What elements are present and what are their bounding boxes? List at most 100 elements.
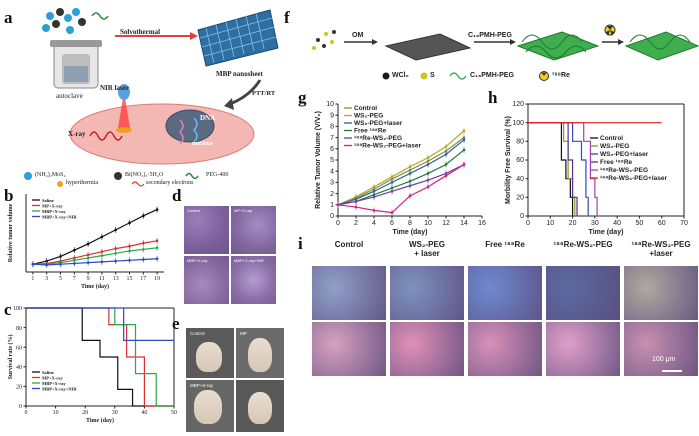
legend-re188: ¹⁸⁸Re xyxy=(552,72,570,79)
micrograph-d-2-label: MP+X-ray xyxy=(234,208,252,213)
micrograph-d-4-label: MBP+X-ray+NIR xyxy=(234,258,264,263)
photo-e-1 xyxy=(186,328,234,378)
photo-e-3-label: MBP+X-ray xyxy=(190,383,214,388)
b-data-point xyxy=(128,221,131,225)
g-x-tick-label: 14 xyxy=(460,220,468,227)
b-data-point xyxy=(155,246,159,250)
b-series-line-1 xyxy=(32,240,158,265)
panel-e-mouse-photos: Control MP MBP+X-ray xyxy=(186,328,284,432)
g-data-point xyxy=(426,159,430,163)
b-x-tick-label: 9 xyxy=(87,276,90,282)
panel-d-micrographs: Control MP+X-ray MBP+X-ray MBP+X-ray+NIR xyxy=(184,206,276,304)
h-x-tick-label: 10 xyxy=(546,220,554,227)
h-y-axis-label: Morbility Free Survival (%) xyxy=(505,116,512,204)
legend-precursor-2: Bi(NO₃)₃·5H₂O xyxy=(125,172,164,178)
cell-icon xyxy=(69,103,255,165)
g-y-tick-label: 0 xyxy=(330,213,334,220)
scale-bar-2-label: 100 μm xyxy=(652,412,676,419)
h-y-tick-label: 120 xyxy=(512,101,524,108)
b-data-point xyxy=(100,250,104,254)
h-y-tick-label: 100 xyxy=(512,120,524,127)
autoclave-icon xyxy=(50,40,102,89)
g-data-point xyxy=(390,211,394,214)
histology-column-header-3: ¹⁸⁸Re-WS₂-PEG xyxy=(553,240,613,249)
c-legend-entry-1: MP+X-ray xyxy=(42,376,64,381)
h-series-line-4 xyxy=(528,122,598,216)
g-series-line-1 xyxy=(337,130,465,206)
panel-label-d: d xyxy=(172,186,182,205)
panel-label-c: c xyxy=(4,300,12,319)
b-data-point xyxy=(114,247,117,250)
g-series-line-2 xyxy=(337,139,465,206)
legend-s: S xyxy=(430,72,435,79)
b-data-point xyxy=(142,214,145,218)
b-data-point xyxy=(142,241,145,245)
micrograph-d-2 xyxy=(231,206,276,254)
panel-c-survival-chart: 0 10 20 30 40 50 0 20 40 60 80 100 Time (day) Surviva… xyxy=(7,306,177,424)
histology-tile-r1-c4 xyxy=(624,322,698,376)
g-data-point xyxy=(372,195,376,199)
b-data-point xyxy=(142,258,145,261)
h-x-axis-label: Time (day) xyxy=(589,229,624,236)
h-x-tick-label: 50 xyxy=(636,220,644,227)
g-data-point xyxy=(372,185,376,189)
c-y-tick-label: 20 xyxy=(16,385,22,391)
b-data-point xyxy=(142,248,145,251)
g-data-point xyxy=(354,205,358,209)
legend-wcl6: WCl₆ xyxy=(392,72,409,79)
histology-tile-r0-c0 xyxy=(312,266,386,320)
c-y-tick-label: 80 xyxy=(16,326,22,332)
c-legend-entry-3: MBP+X-ray+NIR xyxy=(42,387,77,392)
c-series-line-3 xyxy=(26,307,174,341)
g-data-point xyxy=(354,200,358,203)
b-x-tick-label: 19 xyxy=(154,276,160,282)
g-y-tick-label: 3 xyxy=(330,180,334,187)
h-series-line-3 xyxy=(528,122,578,216)
b-x-tick-label: 5 xyxy=(59,276,62,282)
c-x-axis-label: Time (day) xyxy=(86,417,114,424)
g-data-point xyxy=(462,138,466,142)
g-legend-entry-2: WS₂-PEG+laser xyxy=(354,120,403,127)
c-x-tick-label: 50 xyxy=(171,410,177,416)
histology-tile-r1-c0 xyxy=(312,322,386,376)
b-legend-entry-3: MBP+X-ray+NIR xyxy=(42,215,77,220)
b-x-tick-label: 3 xyxy=(45,276,48,282)
g-data-point xyxy=(390,190,394,193)
photo-e-2 xyxy=(236,328,284,378)
c-series-line-2 xyxy=(26,307,174,407)
radiolabel-icon xyxy=(604,24,616,36)
h-y-tick-label: 40 xyxy=(516,176,524,183)
panel-label-f: f xyxy=(284,8,290,27)
g-data-point xyxy=(462,148,466,152)
panel-label-i: i xyxy=(298,234,303,253)
c-x-tick-label: 20 xyxy=(82,410,88,416)
b-x-axis-label: Time (day) xyxy=(81,283,109,290)
histology-tile-r1-c2 xyxy=(468,322,542,376)
reagent-label: C₁₈PMH-PEG xyxy=(468,32,512,39)
b-data-point xyxy=(100,254,104,257)
g-data-point xyxy=(408,172,412,175)
autoclave-label: autoclave xyxy=(56,92,83,100)
panel-label-b: b xyxy=(4,186,14,205)
h-x-tick-label: 60 xyxy=(658,220,666,227)
micrograph-d-4 xyxy=(231,256,276,304)
scale-bar-1-label: 100 μm xyxy=(652,356,676,363)
b-data-point xyxy=(86,253,90,257)
histology-tile-r1-c3 xyxy=(546,322,620,376)
g-y-tick-label: 8 xyxy=(330,124,334,131)
xray-label: X-ray xyxy=(68,130,86,138)
c-x-tick-label: 0 xyxy=(25,410,28,416)
h-legend-entry-4: ¹⁸⁸Re-WS₂-PEG xyxy=(600,167,648,174)
xray-wave-icon xyxy=(89,131,123,141)
precursor-particles-icon xyxy=(42,8,109,34)
b-data-point xyxy=(155,239,159,243)
b-data-point xyxy=(155,208,159,211)
micrograph-d-1 xyxy=(184,206,229,254)
g-data-point xyxy=(408,184,412,188)
b-data-point xyxy=(128,249,131,253)
g-data-point xyxy=(426,156,430,160)
g-data-point xyxy=(444,163,448,166)
legend-secondary-electrons: secondary electrons xyxy=(146,180,194,186)
nir-laser-icon xyxy=(116,84,132,133)
